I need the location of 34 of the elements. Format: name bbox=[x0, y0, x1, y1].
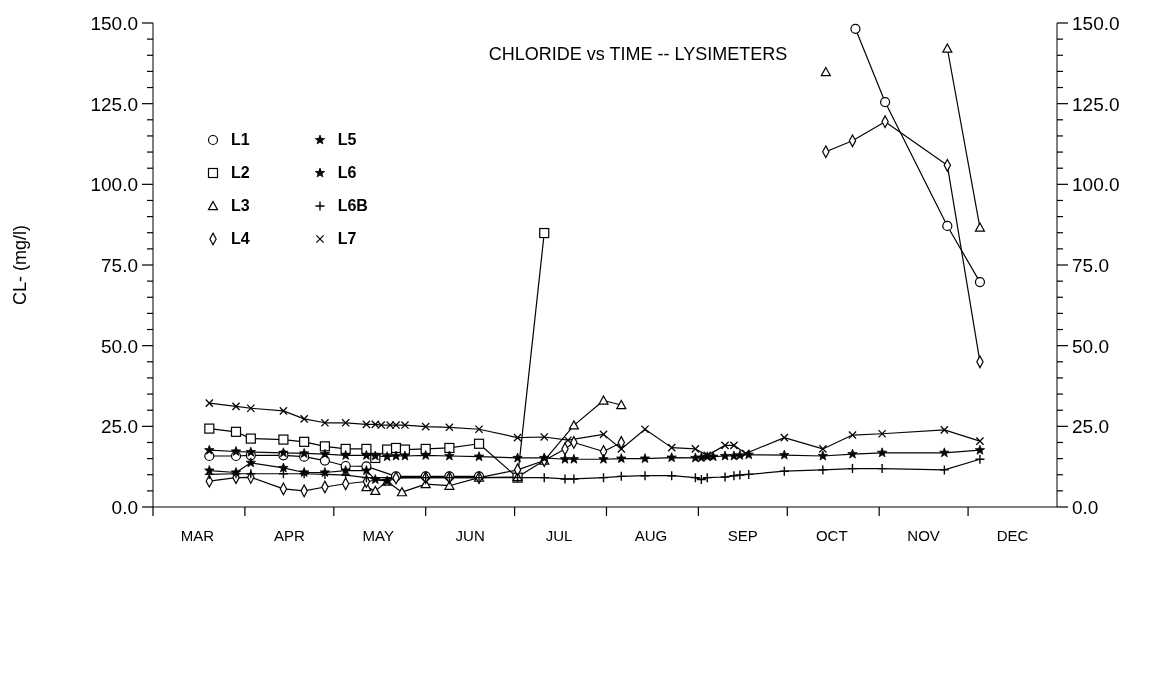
y2-tick-label: 100.0 bbox=[1072, 174, 1120, 196]
legend-label: L1 bbox=[231, 130, 250, 149]
y-tick-label: 150.0 bbox=[90, 13, 138, 34]
x-tick-label: AUG bbox=[634, 527, 668, 544]
x-tick-label: JUL bbox=[545, 527, 573, 544]
text: CHLORIDE vs TIME -- LYSIMETERS bbox=[487, 44, 789, 65]
y2-tick-label: 0.0 bbox=[1072, 497, 1099, 518]
x-tick-label: APR bbox=[273, 527, 305, 544]
x-tick-label: MAY bbox=[362, 527, 394, 544]
x-tick-label: JUN bbox=[455, 527, 485, 544]
x-tick-label: OCT bbox=[815, 527, 848, 544]
y2-tick-label: 75.0 bbox=[1072, 255, 1109, 276]
y-tick-label: 25.0 bbox=[101, 416, 138, 438]
y-tick-label: 50.0 bbox=[101, 335, 138, 357]
y-axis-title: CL- (mg/l) bbox=[10, 225, 31, 305]
y2-tick-label: 50.0 bbox=[1072, 335, 1109, 357]
y2-tick-label: 150.0 bbox=[1072, 13, 1120, 34]
y2-tick-label: 125.0 bbox=[1072, 93, 1120, 115]
legend-label: L4 bbox=[231, 229, 250, 248]
legend-label: L2 bbox=[231, 163, 250, 182]
legend-label: L6 bbox=[337, 163, 357, 182]
legend-label: L6B bbox=[337, 196, 368, 215]
y-tick-label: 100.0 bbox=[90, 174, 138, 196]
y2-tick-label: 25.0 bbox=[1072, 416, 1109, 438]
y-tick-label: 0.0 bbox=[111, 497, 138, 518]
x-tick-label: DEC bbox=[996, 527, 1029, 544]
legend-label: L7 bbox=[337, 229, 357, 248]
x-tick-label: MAR bbox=[180, 527, 215, 544]
legend-label: L3 bbox=[231, 196, 250, 215]
y-tick-label: 125.0 bbox=[90, 93, 138, 115]
legend-label: L5 bbox=[337, 130, 357, 149]
y-tick-label: 75.0 bbox=[101, 255, 138, 276]
x-tick-label: NOV bbox=[907, 527, 940, 544]
x-tick-label: SEP bbox=[727, 527, 758, 544]
